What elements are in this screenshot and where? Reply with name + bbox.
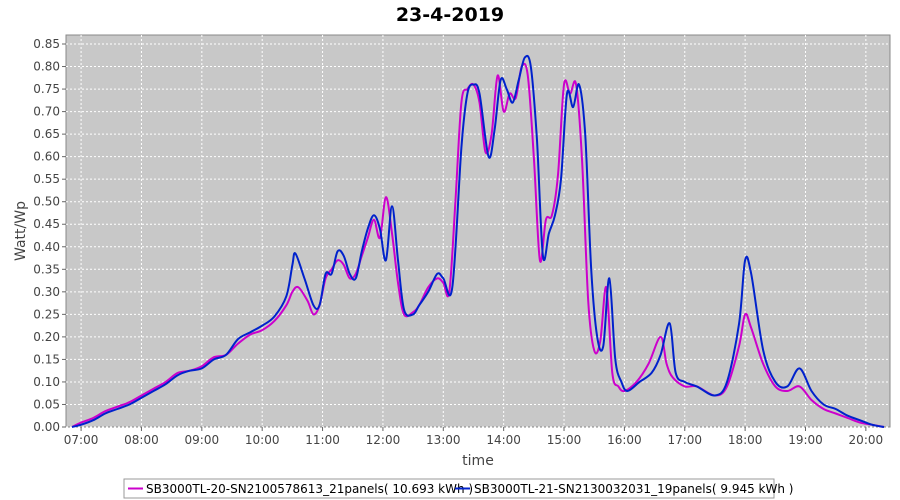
chart-title: 23-4-2019 bbox=[396, 4, 504, 26]
x-tick-label: 14:00 bbox=[486, 433, 521, 447]
series-line-2 bbox=[71, 54, 885, 428]
legend: SB3000TL-20-SN2100578613_21panels( 10.69… bbox=[123, 478, 793, 499]
y-tick-label: 0.40 bbox=[33, 240, 60, 254]
plot-area bbox=[65, 34, 891, 428]
x-tick-label: 19:00 bbox=[788, 433, 823, 447]
x-tick-label: 16:00 bbox=[607, 433, 642, 447]
y-tick-label: 0.35 bbox=[33, 262, 60, 276]
y-tick-label: 0.00 bbox=[33, 420, 60, 434]
series-layer bbox=[71, 54, 885, 428]
y-tick-label: 0.70 bbox=[33, 105, 60, 119]
y-tick-label: 0.60 bbox=[33, 150, 60, 164]
y-tick-label: 0.25 bbox=[33, 307, 60, 321]
y-tick-label: 0.80 bbox=[33, 60, 60, 74]
y-tick-label: 0.75 bbox=[33, 82, 60, 96]
y-tick-label: 0.55 bbox=[33, 172, 60, 186]
y-axis: 0.00 0.05 0.10 0.15 0.20 0.25 0.30 0.35 0.40 0.45… bbox=[33, 37, 66, 434]
legend-entry-series-2: SB3000TL-21-SN2130032031_19panels( 9.945… bbox=[474, 482, 793, 496]
x-tick-label: 17:00 bbox=[667, 433, 702, 447]
x-axis-label: time bbox=[462, 453, 494, 469]
x-tick-label: 11:00 bbox=[305, 433, 340, 447]
y-tick-label: 0.15 bbox=[33, 352, 60, 366]
y-tick-label: 0.50 bbox=[33, 195, 60, 209]
x-tick-label: 12:00 bbox=[366, 433, 401, 447]
y-axis-label: Watt/Wp bbox=[13, 201, 29, 261]
x-tick-label: 09:00 bbox=[185, 433, 220, 447]
y-tick-label: 0.85 bbox=[33, 37, 60, 51]
y-tick-label: 0.10 bbox=[33, 375, 60, 389]
x-tick-label: 13:00 bbox=[426, 433, 461, 447]
legend-entry-series-1: SB3000TL-20-SN2100578613_21panels( 10.69… bbox=[146, 482, 473, 496]
x-tick-label: 07:00 bbox=[64, 433, 99, 447]
y-tick-label: 0.45 bbox=[33, 217, 60, 231]
x-tick-label: 18:00 bbox=[728, 433, 763, 447]
x-axis: 07:00 08:00 09:00 10:00 11:00 12:00 13:00 14:00… bbox=[64, 427, 883, 447]
y-tick-label: 0.05 bbox=[33, 397, 60, 411]
y-tick-label: 0.65 bbox=[33, 127, 60, 141]
x-tick-label: 10:00 bbox=[245, 433, 280, 447]
x-tick-label: 15:00 bbox=[547, 433, 582, 447]
x-tick-label: 20:00 bbox=[849, 433, 884, 447]
y-tick-label: 0.30 bbox=[33, 285, 60, 299]
x-tick-label: 08:00 bbox=[124, 433, 159, 447]
legend-box bbox=[123, 478, 775, 499]
y-tick-label: 0.20 bbox=[33, 330, 60, 344]
grid-lines bbox=[66, 35, 890, 428]
